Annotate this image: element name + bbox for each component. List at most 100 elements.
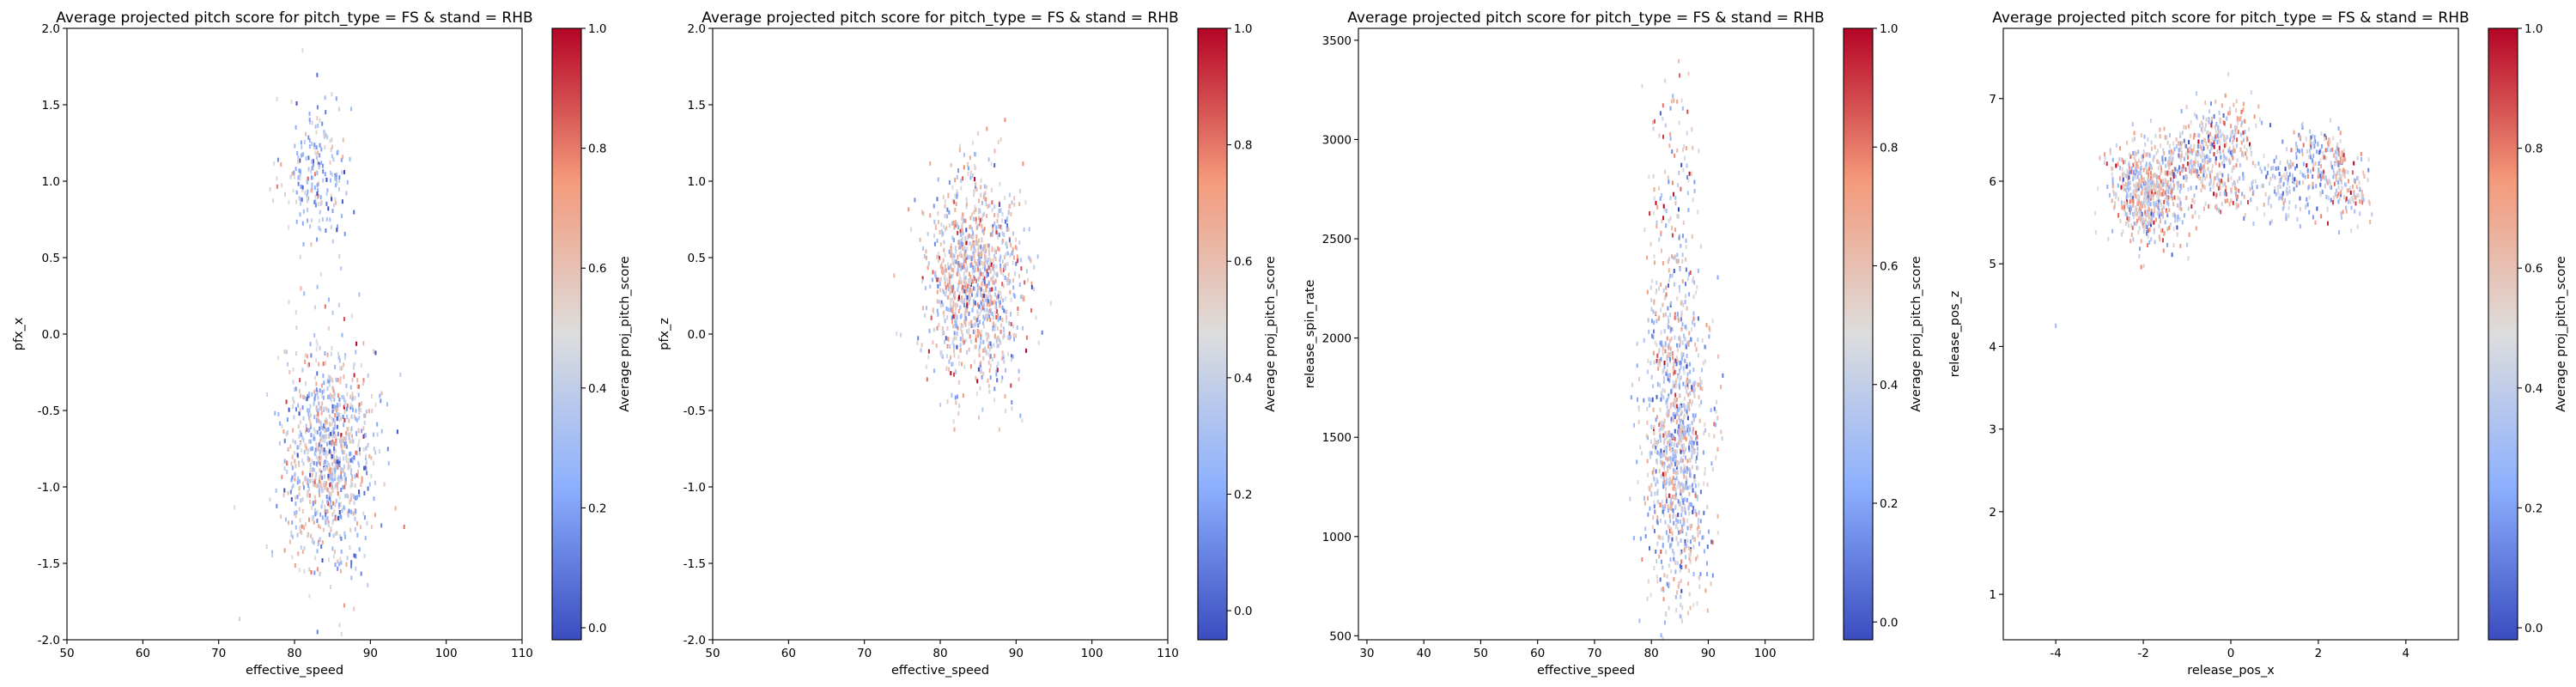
scatter-point xyxy=(1646,255,1648,260)
scatter-point xyxy=(1676,404,1678,409)
scatter-point xyxy=(325,459,327,465)
scatter-point xyxy=(322,527,325,532)
scatter-point xyxy=(1694,449,1697,454)
scatter-point xyxy=(2324,133,2326,138)
scatter-point xyxy=(967,171,969,176)
scatter-point xyxy=(2181,131,2184,136)
scatter-point xyxy=(981,407,984,412)
scatter-point xyxy=(942,302,945,307)
scatter-point xyxy=(2221,132,2224,137)
scatter-point xyxy=(954,291,957,295)
scatter-point xyxy=(311,218,313,223)
scatter-point xyxy=(331,441,333,446)
scatter-point xyxy=(2187,206,2190,211)
scatter-point xyxy=(1664,482,1667,486)
scatter-point xyxy=(2204,201,2207,206)
scatter-point xyxy=(1650,451,1653,456)
scatter-point xyxy=(324,517,326,522)
scatter-point xyxy=(1668,179,1670,185)
scatter-point xyxy=(299,429,301,435)
scatter-point xyxy=(1658,423,1661,428)
scatter-point xyxy=(2143,177,2146,182)
scatter-point xyxy=(963,314,966,319)
scatter-point xyxy=(2147,234,2149,240)
scatter-point xyxy=(953,372,955,377)
scatter-point xyxy=(1675,378,1678,383)
scatter-point xyxy=(324,428,326,433)
scatter-point xyxy=(1687,208,1690,213)
scatter-point xyxy=(1677,499,1680,504)
scatter-point xyxy=(2356,224,2359,229)
scatter-point xyxy=(1674,459,1677,465)
scatter-point xyxy=(2340,190,2342,195)
scatter-point xyxy=(2281,193,2282,198)
scatter-point xyxy=(269,497,271,502)
scatter-point xyxy=(1686,380,1688,386)
scatter-point xyxy=(975,344,977,350)
scatter-point xyxy=(324,95,326,100)
scatter-point xyxy=(1676,411,1679,416)
y-tick-label: 0.0 xyxy=(42,328,60,342)
scatter-point xyxy=(953,199,956,204)
scatter-point xyxy=(301,458,303,463)
scatter-point xyxy=(2246,137,2249,142)
scatter-point xyxy=(330,351,332,356)
scatter-point xyxy=(977,245,980,250)
scatter-point xyxy=(1696,495,1698,499)
scatter-point xyxy=(943,313,945,319)
scatter-point xyxy=(1662,504,1664,509)
scatter-point xyxy=(966,302,969,307)
scatter-point xyxy=(349,465,351,469)
scatter-point xyxy=(963,218,965,223)
scatter-point xyxy=(963,165,965,170)
scatter-point xyxy=(1669,464,1672,469)
scatter-point xyxy=(2339,131,2342,136)
scatter-point xyxy=(2252,190,2255,195)
scatter-point xyxy=(2260,169,2263,174)
scatter-point xyxy=(1656,440,1657,445)
scatter-point xyxy=(2235,108,2238,113)
scatter-point xyxy=(982,264,985,270)
scatter-point xyxy=(1006,251,1009,256)
scatter-point xyxy=(1011,354,1012,359)
scatter-point xyxy=(1665,285,1668,290)
scatter-point xyxy=(314,447,317,453)
scatter-point xyxy=(1682,381,1685,386)
scatter-point xyxy=(1698,584,1701,589)
scatter-point xyxy=(2229,106,2232,112)
scatter-point xyxy=(302,481,304,486)
scatter-point xyxy=(969,155,971,161)
scatter-point xyxy=(990,301,993,307)
scatter-point xyxy=(962,299,964,304)
scatter-point xyxy=(945,289,947,295)
scatter-point xyxy=(976,329,979,333)
scatter-point xyxy=(2258,117,2261,122)
scatter-point xyxy=(2324,176,2327,181)
scatter-point xyxy=(2141,186,2143,191)
scatter-point xyxy=(1655,549,1657,554)
scatter-point xyxy=(953,302,956,307)
scatter-point xyxy=(2131,122,2134,127)
scatter-point xyxy=(2131,225,2134,230)
scatter-point xyxy=(953,295,956,301)
scatter-point xyxy=(353,414,355,419)
scatter-point xyxy=(2178,165,2180,170)
scatter-point xyxy=(1710,581,1712,587)
scatter-point xyxy=(1695,430,1698,435)
scatter-point xyxy=(2133,131,2136,136)
scatter-point xyxy=(944,213,946,218)
scatter-point xyxy=(995,372,998,377)
scatter-point xyxy=(2366,178,2369,183)
scatter-point xyxy=(319,420,322,425)
scatter-point xyxy=(975,152,977,157)
scatter-point xyxy=(1011,357,1012,362)
scatter-point xyxy=(364,536,367,541)
scatter-point xyxy=(2172,150,2175,155)
scatter-point xyxy=(1662,509,1664,514)
scatter-point xyxy=(1662,345,1665,350)
scatter-point xyxy=(301,368,304,373)
scatter-point xyxy=(317,456,319,460)
scatter-point xyxy=(338,495,341,500)
scatter-point xyxy=(932,270,934,275)
scatter-point xyxy=(338,510,341,514)
